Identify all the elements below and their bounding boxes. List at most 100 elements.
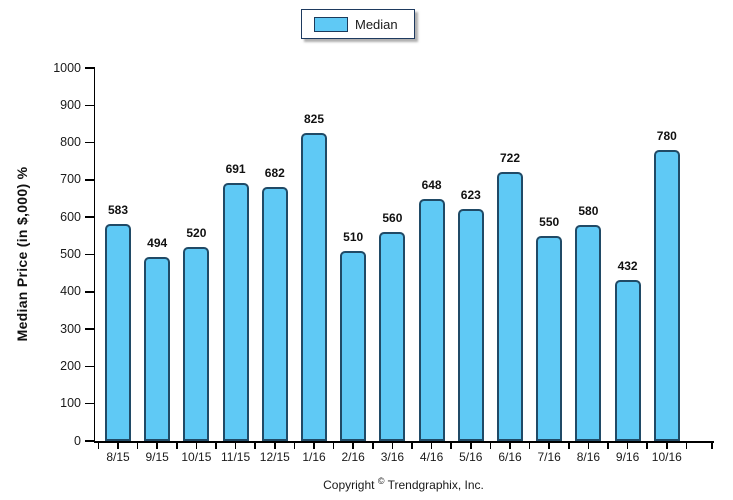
y-tick (85, 291, 95, 293)
x-tick-label-8/15: 8/15 (106, 450, 130, 464)
x-tick (156, 442, 158, 449)
bar-value-11/15: 691 (225, 162, 246, 177)
bar-10/16 (653, 150, 680, 441)
copyright-suffix: Trendgraphix, Inc. (384, 478, 484, 492)
bar-8/15 (105, 223, 131, 441)
bar-value-9/16: 432 (617, 258, 638, 273)
y-tick-label: 600 (60, 209, 81, 224)
y-tick (85, 328, 95, 330)
x-tick-label-2/16: 2/16 (341, 450, 365, 464)
x-tick-label-3/16: 3/16 (380, 450, 405, 464)
x-tick (195, 442, 198, 449)
bar-value-5/16: 623 (460, 187, 481, 202)
x-tick (234, 442, 237, 449)
x-tick (548, 442, 550, 449)
x-tick (646, 442, 648, 449)
y-tick (85, 179, 95, 181)
x-tick-label-10/16: 10/16 (651, 450, 682, 464)
x-tick-label-11/15: 11/15 (221, 450, 251, 464)
y-tick-label: 500 (60, 247, 81, 261)
bar-9/15 (144, 256, 171, 441)
x-tick (607, 442, 609, 449)
x-tick (489, 442, 492, 449)
copyright-symbol: © (377, 476, 385, 486)
x-tick (430, 442, 433, 449)
x-tick (293, 442, 296, 449)
x-tick-label-4/16: 4/16 (419, 450, 444, 464)
x-tick-label-7/16: 7/16 (537, 450, 561, 464)
y-tick (85, 253, 95, 256)
bar-11/15 (222, 183, 249, 441)
y-tick (85, 216, 95, 218)
bar-value-6/16: 722 (499, 150, 521, 165)
x-tick (450, 442, 452, 449)
x-tick (254, 442, 256, 449)
x-tick (470, 442, 472, 449)
y-tick-label: 0 (74, 433, 81, 448)
y-tick (85, 141, 95, 144)
x-tick (685, 442, 688, 449)
x-tick-label-6/16: 6/16 (498, 450, 522, 464)
x-tick (391, 442, 394, 449)
bar-value-7/16: 550 (539, 214, 560, 229)
bar-9/16 (614, 279, 641, 441)
y-tick (85, 365, 95, 368)
y-tick (85, 67, 95, 69)
bar-value-9/15: 494 (147, 235, 168, 250)
bar-value-8/15: 583 (107, 202, 129, 217)
bar-4/16 (418, 199, 445, 441)
bar-1/16 (301, 133, 327, 441)
y-tick-label: 200 (60, 358, 81, 373)
x-tick (215, 442, 217, 449)
legend-box: Median (301, 9, 415, 39)
x-tick-label-1/16: 1/16 (302, 450, 326, 464)
x-tick (117, 442, 119, 449)
bar-3/16 (379, 232, 406, 441)
x-axis-end-tick (711, 442, 713, 449)
bar-value-1/16: 825 (303, 112, 325, 127)
x-tick (97, 442, 100, 449)
bar-12/15 (261, 186, 288, 441)
bar-8/16 (575, 224, 602, 441)
y-tick (85, 104, 95, 107)
x-tick (411, 442, 413, 449)
bar-6/16 (497, 171, 523, 441)
x-tick (528, 442, 531, 449)
x-tick (313, 442, 315, 449)
x-tick (176, 442, 178, 449)
legend-swatch-median (314, 16, 348, 32)
bar-10/15 (183, 247, 210, 441)
copyright-text: Copyright © Trendgraphix, Inc. (95, 476, 712, 492)
y-tick-label: 800 (60, 135, 81, 150)
bar-value-10/16: 780 (656, 129, 677, 144)
bar-value-3/16: 560 (382, 211, 403, 226)
x-tick (372, 442, 374, 449)
bar-value-2/16: 510 (343, 229, 364, 244)
legend-label-median: Median (355, 16, 398, 32)
y-tick-label: 900 (60, 97, 81, 112)
x-tick (626, 442, 629, 449)
bar-7/16 (536, 235, 563, 441)
x-axis-line (93, 441, 714, 443)
bar-2/16 (340, 250, 367, 441)
x-tick (352, 442, 354, 449)
y-tick-label: 700 (60, 172, 81, 187)
x-tick (136, 442, 139, 449)
x-tick-label-5/16: 5/16 (459, 450, 483, 464)
x-tick-label-12/15: 12/15 (259, 450, 290, 464)
x-tick (568, 442, 570, 449)
y-axis-line (93, 68, 95, 443)
y-tick-label: 400 (60, 284, 81, 299)
x-tick (509, 442, 511, 449)
x-tick (332, 442, 335, 449)
bar-value-10/15: 520 (186, 226, 207, 241)
y-tick-label: 1000 (53, 60, 81, 75)
bar-5/16 (457, 208, 484, 441)
x-tick-label-8/16: 8/16 (576, 450, 601, 464)
y-tick-label: 100 (60, 396, 81, 411)
y-tick (85, 402, 95, 405)
bar-value-4/16: 648 (421, 178, 442, 193)
x-tick (666, 442, 668, 449)
